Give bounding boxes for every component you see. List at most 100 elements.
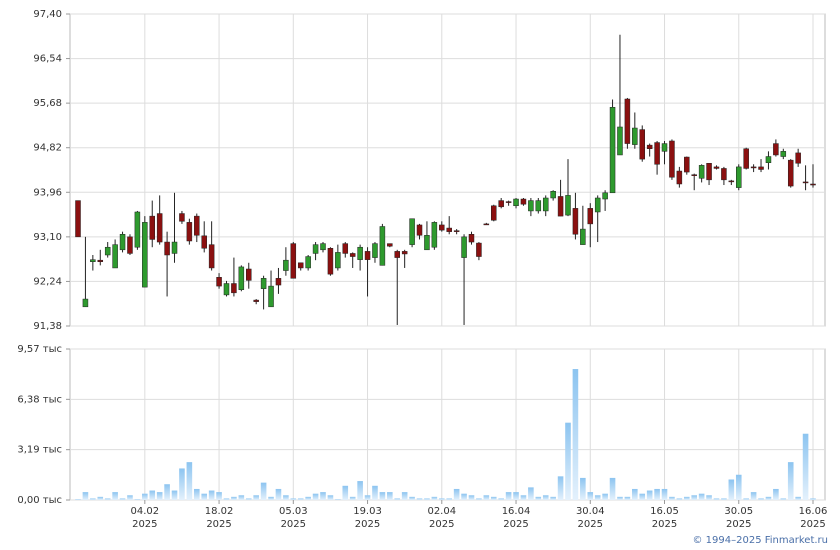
volume-bar <box>312 493 319 500</box>
volume-bar <box>654 488 660 500</box>
volume-bar <box>787 462 794 500</box>
volume-bar <box>268 496 274 500</box>
candle-body <box>201 235 207 249</box>
candle-body <box>669 140 675 178</box>
volume-bar <box>357 481 363 500</box>
volume-bar <box>349 496 356 500</box>
candle-body <box>342 243 349 254</box>
candle-body <box>505 201 512 203</box>
candle-body <box>216 277 222 287</box>
volume-bar <box>164 484 170 500</box>
volume-bar <box>713 498 720 500</box>
volume-bar <box>802 433 809 500</box>
candle-body <box>260 278 267 289</box>
volume-bar <box>290 498 297 500</box>
candle-body <box>208 244 215 269</box>
candle-body <box>439 224 445 231</box>
volume-bar <box>431 496 438 500</box>
candle-body <box>238 266 245 290</box>
candle-body <box>90 259 96 262</box>
y-tick-label: 93,96 <box>33 187 62 198</box>
candle-body <box>468 234 475 243</box>
candle-body <box>97 259 104 262</box>
candle-body <box>320 243 326 251</box>
volume-bar <box>632 488 638 500</box>
candle-body <box>416 224 423 236</box>
candle-body <box>127 236 133 254</box>
candle-body <box>275 278 282 286</box>
candle-body <box>535 200 542 212</box>
candle-body <box>654 142 660 165</box>
volume-bar <box>780 498 787 500</box>
candle-body <box>802 181 809 184</box>
candle-body <box>602 192 608 200</box>
volume-bar <box>208 490 215 500</box>
candle-body <box>476 242 482 257</box>
volume-bar <box>773 488 779 500</box>
volume-bar <box>476 498 482 500</box>
volume-bar <box>721 498 727 500</box>
candle-body <box>676 170 683 185</box>
candle-body <box>387 243 393 247</box>
volume-bar <box>461 493 467 500</box>
volume-bar <box>483 495 490 500</box>
candle-body <box>713 166 720 169</box>
volume-bar <box>305 496 311 500</box>
y-tick-label: 3,19 тыс <box>17 445 62 456</box>
volume-bar <box>609 477 616 500</box>
candle-body <box>283 259 289 271</box>
volume-bar <box>691 495 698 500</box>
candle-body <box>424 235 430 251</box>
volume-bar <box>810 498 816 500</box>
volume-bar <box>528 487 534 500</box>
candle-body <box>639 129 645 160</box>
volume-bar <box>283 495 289 500</box>
y-tick-label: 91,38 <box>33 321 62 332</box>
volume-bar <box>535 496 542 500</box>
volume-bar <box>320 492 326 500</box>
volume-bar <box>498 498 504 500</box>
candle-body <box>156 213 163 243</box>
y-tick-label: 94,82 <box>33 143 62 154</box>
volume-bar <box>698 493 705 500</box>
y-tick-label: 95,68 <box>33 98 62 109</box>
candle-body <box>401 251 408 255</box>
candle-body <box>149 215 155 240</box>
candle-body <box>706 163 712 181</box>
volume-bar <box>156 492 163 500</box>
volume-bar <box>112 492 118 500</box>
volume-bar <box>335 499 341 500</box>
candle-body <box>698 165 705 179</box>
volume-bar <box>758 498 764 500</box>
candle-body <box>104 246 111 256</box>
volume-bar <box>342 485 349 500</box>
volume-bar <box>260 482 267 500</box>
x-tick-label: 02.04 2025 <box>427 506 457 530</box>
volume-bar <box>401 492 408 500</box>
volume-bar <box>520 495 527 500</box>
candle-body <box>795 152 801 164</box>
volume-bar <box>446 498 453 500</box>
x-tick-label: 05.03 2025 <box>278 506 308 530</box>
volume-bar <box>572 369 579 500</box>
volume-bar <box>438 498 445 500</box>
volume-bar <box>75 499 81 500</box>
volume-bar <box>743 498 749 500</box>
candle-body <box>349 253 356 257</box>
candle-body <box>394 251 400 258</box>
candle-body <box>171 241 178 254</box>
candle-body <box>646 144 653 150</box>
candle-body <box>758 166 764 170</box>
volume-bar <box>142 493 148 500</box>
candle-body <box>721 168 727 181</box>
candle-body <box>134 211 141 248</box>
candle-body <box>580 228 586 245</box>
volume-bar <box>580 477 586 500</box>
x-tick-label: 18.02 2025 <box>204 506 234 530</box>
volume-bar <box>602 493 608 500</box>
volume-bar <box>171 490 178 500</box>
volume-bar <box>735 474 742 500</box>
volume-bar <box>646 490 653 500</box>
candle-body <box>773 143 779 156</box>
